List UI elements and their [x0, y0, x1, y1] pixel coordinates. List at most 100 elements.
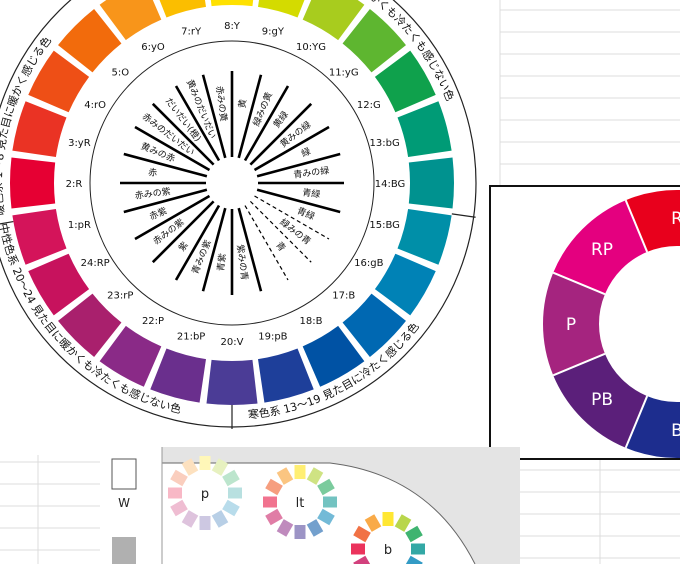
tone-spokes	[120, 71, 344, 295]
tone-swatch	[411, 543, 425, 555]
tone-spoke	[174, 85, 221, 162]
hue-label: 17:B	[332, 291, 355, 302]
simple-wheel-label: R	[671, 209, 680, 229]
tone-swatch	[364, 514, 382, 532]
tone-swatch	[276, 519, 294, 537]
hue-segment	[302, 325, 365, 387]
tone-wheel: b	[351, 512, 425, 564]
hue-segment	[12, 101, 67, 157]
simple-wheel-label: RP	[591, 240, 613, 260]
hue-label: 4:rO	[84, 100, 106, 111]
hue-segment	[58, 293, 122, 357]
tone-swatch	[211, 458, 229, 476]
hue-label: 9:gY	[262, 26, 285, 37]
simple-wheel-segment	[553, 353, 648, 448]
hue-segment	[258, 348, 314, 403]
hue-name: 赤	[147, 167, 157, 179]
simple-wheel-label: PB	[591, 390, 613, 410]
tone-spoke	[243, 85, 290, 162]
tone-spoke	[237, 207, 263, 292]
simple-hue-wheel: RBGBPBPRP	[543, 190, 680, 458]
hue-segment	[374, 253, 436, 316]
hue-segment	[374, 50, 436, 113]
tone-swatch	[276, 467, 294, 485]
hue-labels: 1:pR 2:R 3:yR 4:rO 5:O 6:yO 7:rY 8:Y 9:gY 10:YG 11…	[66, 21, 406, 348]
hue-segment	[58, 9, 122, 73]
tone-spoke	[174, 204, 221, 281]
band-divider	[0, 220, 14, 225]
band-divider	[451, 213, 476, 218]
hue-segment	[150, 348, 206, 403]
tone-spoke	[244, 205, 289, 281]
tone-swatch	[170, 469, 188, 487]
hue-label: 11:yG	[329, 67, 359, 78]
hue-label: 5:O	[111, 67, 129, 78]
tone-wheel-panel: W p lt b	[0, 445, 520, 564]
tone-swatch	[222, 469, 240, 487]
simple-wheel-label: P	[566, 315, 576, 335]
simple-wheel-segments: RBGBPBPRP	[543, 190, 680, 458]
tone-swatch	[265, 478, 283, 496]
tone-spoke	[134, 125, 211, 172]
wheel-center	[210, 161, 254, 205]
tone-spoke	[134, 194, 211, 241]
inner-ring	[89, 40, 375, 326]
tone-wheels: p lt b	[168, 456, 425, 564]
hue-segment	[28, 50, 90, 113]
tone-spoke	[151, 200, 215, 264]
neutral-swatch-white	[111, 458, 137, 490]
hue-label: 1:pR	[68, 220, 91, 231]
hue-label: 6:yO	[141, 42, 165, 53]
tone-wheel-label: lt	[296, 496, 305, 511]
hue-segment	[12, 209, 67, 265]
tone-swatch	[405, 555, 423, 564]
hue-segment	[258, 0, 305, 18]
tone-swatch	[317, 508, 335, 526]
hue-label: 14:BG	[375, 179, 406, 190]
tone-swatch	[353, 525, 371, 543]
tone-swatch	[351, 543, 365, 555]
hue-label: 24:RP	[81, 258, 110, 269]
hue-segment	[159, 0, 206, 18]
tone-swatch	[181, 458, 199, 476]
segment-divider	[552, 271, 606, 296]
hue-segment	[99, 325, 162, 387]
hue-label: 10:YG	[296, 42, 326, 53]
hue-label: 3:yR	[68, 138, 91, 149]
tone-swatch	[181, 510, 199, 528]
tone-swatch	[263, 496, 277, 508]
hue-label: 2:R	[66, 179, 83, 190]
hue-label: 8:Y	[224, 21, 241, 32]
tone-swatch	[199, 516, 211, 530]
tone-swatch	[317, 478, 335, 496]
tone-wheel-label: p	[201, 487, 209, 502]
tone-spoke	[254, 195, 330, 240]
tone-spoke	[151, 102, 215, 166]
hue-segment	[210, 0, 254, 7]
hue-label: 7:rY	[181, 26, 202, 37]
tone-swatch	[323, 496, 337, 508]
tone-swatch	[306, 467, 324, 485]
segment-divider	[624, 395, 649, 449]
hue-name: 緑	[299, 145, 312, 160]
hue-label: 23:rP	[107, 291, 133, 302]
hue-name: 青緑	[302, 186, 321, 200]
tone-swatch	[170, 499, 188, 517]
simple-wheel-segment	[625, 396, 680, 458]
tone-wheel: lt	[263, 465, 337, 539]
tone-spoke	[201, 74, 227, 159]
tone-swatch	[294, 525, 306, 539]
hue-label: 21:bP	[177, 332, 205, 343]
tone-wheel: p	[168, 456, 242, 530]
tone-swatch	[382, 512, 394, 526]
hue-label: 12:G	[357, 100, 381, 111]
hue-label: 16:gB	[354, 258, 383, 269]
tone-spoke	[237, 74, 263, 159]
hue-segment	[28, 253, 90, 316]
tone-spoke	[201, 207, 227, 292]
tone-swatch	[405, 525, 423, 543]
tone-swatch	[306, 519, 324, 537]
simple-wheel-segment	[543, 272, 605, 376]
neutral-label-white: W	[118, 496, 130, 510]
